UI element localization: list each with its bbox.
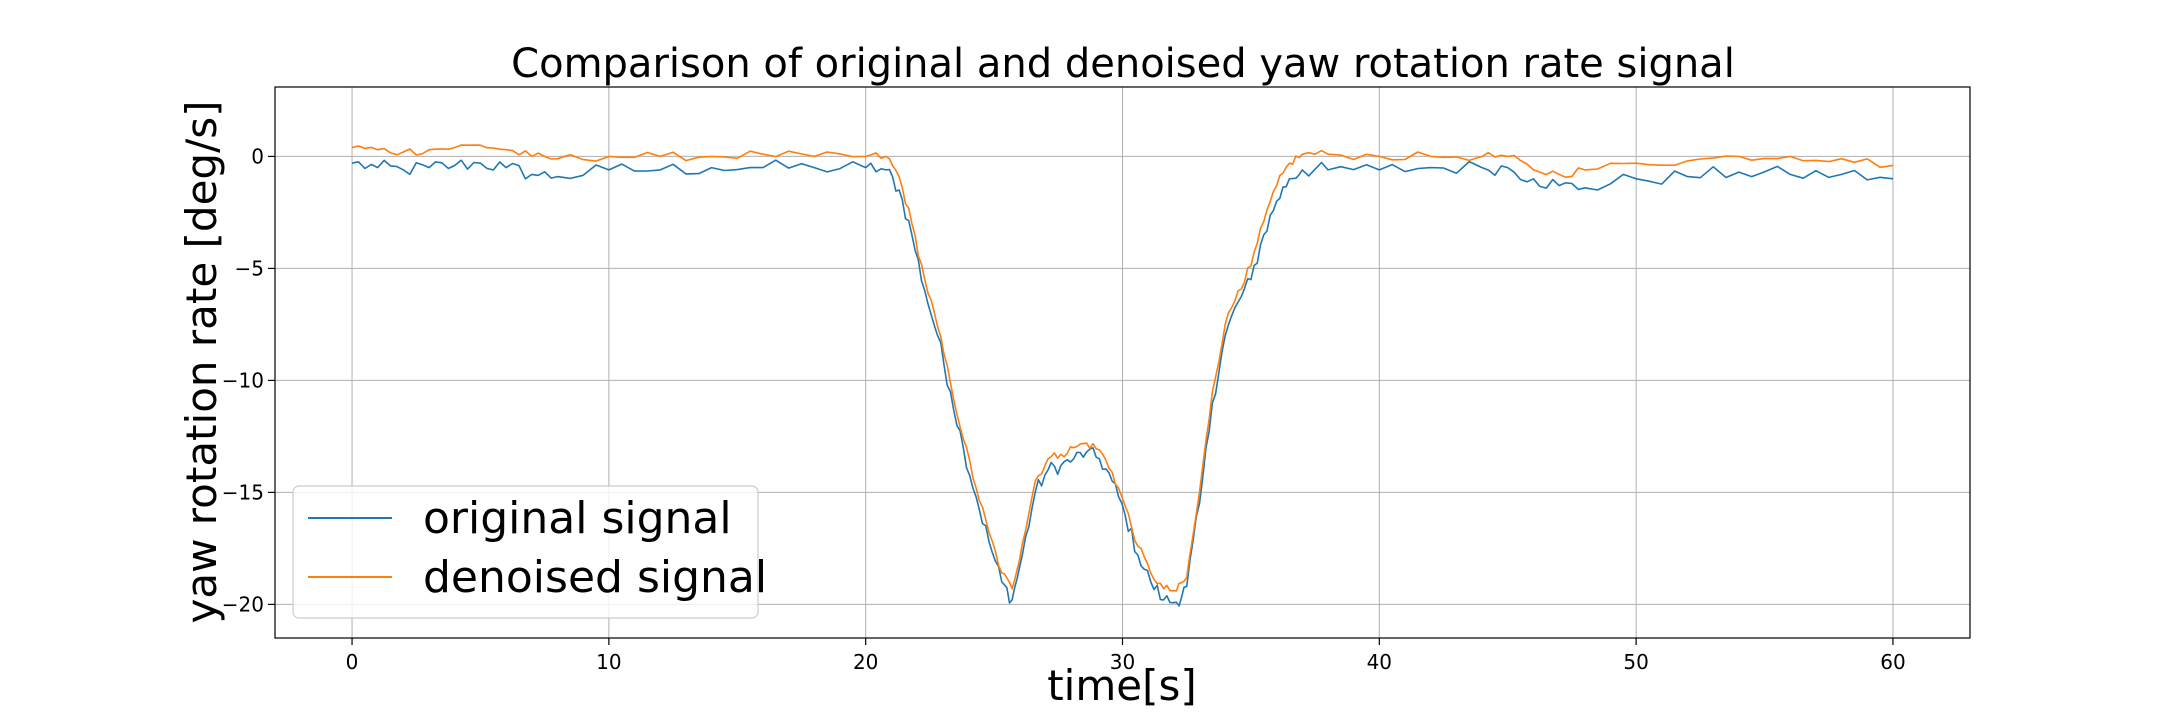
- x-tick-label: 50: [1623, 650, 1648, 674]
- x-tick-label: 40: [1367, 650, 1392, 674]
- series-line-denoised: [351, 144, 1894, 592]
- axis-ticks: 0 10 20 30 40 50 60 0 −5 −10 −15 −20: [222, 144, 1906, 674]
- legend-label-denoised: denoised signal: [423, 552, 767, 603]
- series-lines: [351, 144, 1894, 607]
- x-tick-label: 0: [346, 650, 359, 674]
- x-tick-label: 60: [1880, 650, 1905, 674]
- y-tick-label: −15: [222, 480, 264, 504]
- x-tick-label: 10: [596, 650, 621, 674]
- legend-label-original: original signal: [423, 493, 732, 544]
- series-line-original: [351, 159, 1894, 607]
- legend: original signal denoised signal: [292, 485, 767, 619]
- legend-frame: [292, 485, 759, 619]
- chart-title: Comparison of original and denoised yaw …: [511, 41, 1735, 87]
- x-tick-label: 20: [853, 650, 878, 674]
- y-tick-label: −5: [235, 256, 264, 280]
- y-axis-label: yaw rotation rate [deg/s]: [177, 101, 226, 624]
- x-tick-label: 30: [1110, 650, 1135, 674]
- y-tick-label: −20: [222, 592, 264, 616]
- y-tick-label: 0: [251, 144, 264, 168]
- y-tick-label: −10: [222, 368, 264, 392]
- x-axis-label: time[s]: [1047, 661, 1197, 710]
